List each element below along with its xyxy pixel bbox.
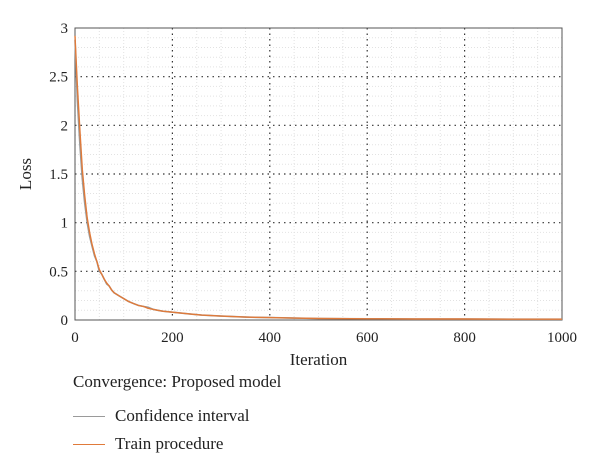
y-tick-label: 3	[61, 21, 69, 37]
x-tick-label: 800	[453, 330, 476, 346]
y-axis-label: Loss	[16, 158, 35, 190]
legend-item-confidence-interval: Confidence interval	[73, 402, 281, 430]
x-tick-label: 600	[356, 330, 379, 346]
y-tick-label: 1	[61, 216, 69, 232]
y-tick-label: 0	[61, 313, 69, 329]
y-tick-label: 0.5	[49, 264, 68, 280]
series-line-train-procedure	[74, 35, 562, 320]
legend-swatch-train-procedure	[73, 443, 105, 445]
x-tick-label: 200	[161, 330, 184, 346]
tick-labels: 0 200 400 600 800 1000 0 0.5 1 1.5 2 2.5 3	[49, 21, 577, 346]
x-tick-label: 1000	[547, 330, 577, 346]
legend: Convergence: Proposed model Confidence i…	[73, 372, 281, 458]
legend-item-train-procedure: Train procedure	[73, 430, 281, 458]
legend-label-train-procedure: Train procedure	[115, 434, 224, 453]
series-lines	[74, 35, 562, 320]
y-tick-label: 2	[61, 118, 69, 134]
legend-title: Convergence: Proposed model	[73, 372, 282, 391]
y-tick-label: 1.5	[49, 167, 68, 183]
legend-swatch-confidence-interval	[73, 415, 105, 417]
plot-frame	[74, 27, 563, 321]
x-tick-label: 400	[259, 330, 282, 346]
legend-label-confidence-interval: Confidence interval	[115, 406, 250, 425]
grid	[75, 28, 562, 320]
y-tick-label: 2.5	[49, 70, 68, 86]
x-axis-label: Iteration	[290, 350, 348, 369]
x-tick-label: 0	[71, 330, 79, 346]
